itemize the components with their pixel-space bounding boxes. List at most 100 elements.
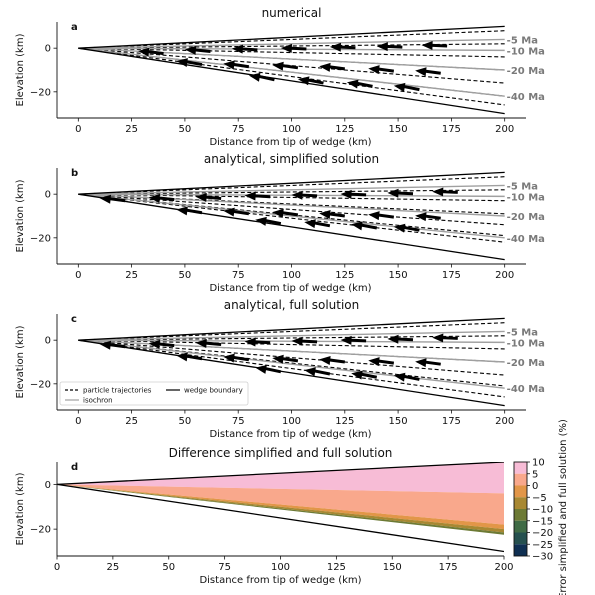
velocity-arrow [421,41,448,50]
isochron-line [78,193,505,198]
arrow-head [304,367,316,377]
velocity-arrow [393,223,420,233]
panel-d: Difference simplified and full solution d… [15,419,569,595]
velocity-arrow [223,60,250,70]
colorbar-tick-label: −25 [532,540,553,551]
x-tick-label: 100 [282,416,301,427]
velocity-arrow [291,336,318,346]
colorbar-tick-label: −20 [532,528,553,539]
panel-letter: d [71,462,78,473]
velocity-arrow [387,188,414,198]
x-tick-label: 200 [494,562,513,573]
arrow-head [368,211,380,221]
arrow-head [319,62,331,72]
arrow-head [432,187,444,197]
velocity-arrow [138,47,164,57]
arrow-head [351,221,363,231]
arrow-head [176,58,188,68]
isochron-label: -5 Ma [507,181,538,192]
isochron-label: -10 Ma [507,192,545,203]
x-tick-label: 0 [75,416,81,427]
panel-c: analytical, full solution c -5 Ma-10 Ma -20… [15,298,545,440]
error-band [57,484,504,533]
velocity-arrow [415,67,441,77]
y-axis-label: Elevation (km) [15,472,26,545]
colorbar-tick-label: 5 [532,469,538,480]
plot-area [78,25,505,115]
y-tick-label: 0 [45,336,51,347]
isochron-line [78,193,505,239]
error-band [57,484,504,525]
x-tick-label: 200 [495,124,514,135]
velocity-arrow [387,334,414,344]
arrow-head [176,206,188,216]
velocity-arrow [184,45,211,55]
x-tick-label: 25 [107,562,120,573]
legend: particle trajectories wedge boundary isoch… [59,381,249,406]
x-tick-label: 150 [389,416,408,427]
velocity-arrow [99,340,126,350]
isochron-label: -40 Ma [507,234,545,245]
x-tick-label: 125 [335,270,354,281]
arrow-head [138,47,150,57]
velocity-arrow [368,211,395,221]
arrow-head [415,212,427,222]
arrow-head [184,45,197,55]
isochron-label: -5 Ma [507,35,538,46]
arrow-head [340,335,352,345]
arrow-head [319,356,331,365]
plot-area [78,171,505,261]
velocity-arrow [304,219,331,229]
velocity-arrow [255,216,282,226]
velocity-arrow [176,58,203,68]
x-tick-label: 25 [125,270,138,281]
y-tick-label: 0 [45,44,51,55]
arrow-head [291,336,303,346]
plot-area [78,317,505,407]
velocity-arrow [376,42,403,52]
x-tick-label: 50 [162,562,175,573]
arrow-head [346,79,359,89]
panel-letter: a [71,22,78,33]
x-tick-label: 150 [383,562,402,573]
isochron-label: -10 Ma [507,338,545,349]
velocity-arrow [148,339,175,349]
wedge-boundary-top [78,317,505,341]
x-tick-label: 100 [282,270,301,281]
x-axis-label: Distance from tip of wedge (km) [209,429,371,440]
panel-title: analytical, simplified solution [204,152,379,166]
arrow-head [195,193,207,203]
arrow-head [223,353,235,363]
isochron-line [78,38,505,49]
x-tick-label: 25 [125,124,138,135]
arrow-head [99,340,112,350]
legend-label: isochron [83,397,113,405]
arrow-head [280,43,293,53]
velocity-arrow [393,372,420,382]
wedge-boundary-top [57,462,504,486]
velocity-arrow [272,208,299,218]
legend-label: particle trajectories [83,387,152,395]
y-tick-label: −20 [30,87,51,98]
arrow-head [387,188,399,198]
panel-b: analytical, simplified solution b -5 Ma-10… [15,152,545,294]
velocity-arrow [346,79,373,89]
isochron-label: -20 Ma [507,358,545,369]
arrow-head [387,334,399,344]
y-tick-label: −20 [30,233,51,244]
legend-frame [59,381,249,406]
error-band [57,484,504,535]
velocity-arrow [195,339,222,349]
velocity-arrow [432,333,458,343]
arrow-head [393,223,406,233]
arrow-head [244,337,256,347]
x-tick-label: 150 [389,270,408,281]
velocity-arrow [319,210,345,219]
x-tick-label: 125 [335,124,354,135]
arrow-head [148,339,161,349]
x-tick-label: 125 [327,562,346,573]
colorbar-level [514,520,527,533]
arrow-head [255,216,267,226]
